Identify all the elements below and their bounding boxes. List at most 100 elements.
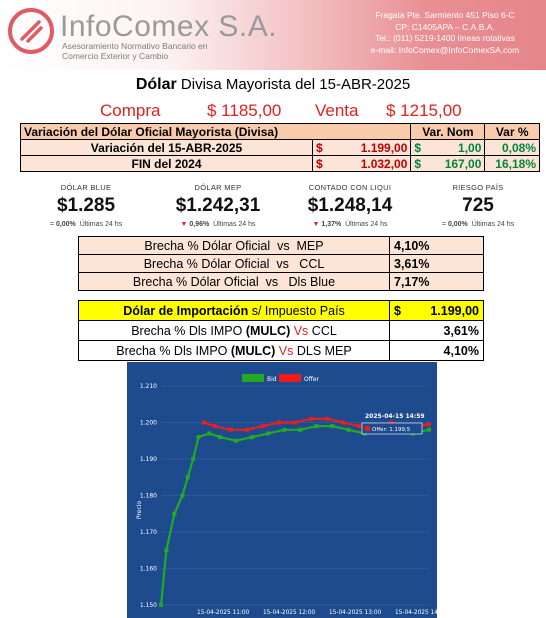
- card-riesgo-pais[interactable]: RIESGO PAÍS 725 = 0,00% Últimas 24 hs: [416, 178, 540, 232]
- y-tick-label: 1.200: [140, 420, 157, 427]
- row-amount: 1.032,00: [360, 156, 408, 171]
- chart-tooltip: 2025-04-15 14:59 Offer: 1.199,5: [361, 413, 425, 435]
- row-label: Variación del 15-ABR-2025: [20, 139, 313, 156]
- card-dolar-mep[interactable]: DÓLAR MEP $1.242,31 ▼ 0,96% Últimas 24 h…: [152, 178, 284, 232]
- brecha-value: 7,17%: [389, 272, 484, 291]
- row-currency: $: [316, 140, 323, 155]
- data-point-bid: [330, 424, 335, 429]
- impo-vs: Vs: [275, 343, 294, 358]
- card-change-pct: 0,00%: [447, 221, 468, 228]
- card-change-pct: 1,37%: [321, 221, 342, 228]
- brecha-label: Brecha % Dólar Oficial vs Dls Blue: [78, 272, 390, 291]
- y-tick-label: 1.160: [140, 566, 157, 573]
- row-pct: 16,18%: [484, 155, 540, 172]
- data-point-bid: [159, 603, 163, 607]
- equals-icon: =: [49, 221, 54, 228]
- row-nom: $1,00: [410, 139, 486, 156]
- data-point-offer: [244, 427, 249, 432]
- brand-name: InfoComex S.A.: [60, 10, 278, 43]
- impo-brecha-label: Brecha % Dls IMPO (MULC) Vs CCL: [78, 320, 390, 341]
- row-nom-currency: $: [414, 156, 422, 171]
- impo-pre: Brecha % Dls IMPO: [131, 323, 246, 338]
- card-label: DÓLAR MEP: [194, 183, 242, 192]
- tooltip-swatch: [365, 426, 370, 431]
- y-tick-label: 1.180: [140, 493, 157, 500]
- col-var-pct: Var %: [484, 123, 540, 140]
- data-point-offer: [201, 420, 206, 425]
- y-tick-label: 1.150: [140, 602, 157, 609]
- card-label: RIESGO PAÍS: [452, 183, 504, 192]
- y-tick-label: 1.210: [140, 383, 157, 390]
- importacion-label: Dólar de Importación s/ Impuesto País: [78, 300, 390, 321]
- data-point-offer: [325, 416, 330, 421]
- row-value: $1.199,00: [311, 139, 412, 156]
- card-value: $1.285: [56, 195, 116, 216]
- data-point-bid: [180, 493, 185, 498]
- chart-legend: Bid Offer: [242, 374, 320, 383]
- card-contado-con-liqui[interactable]: CONTADO CON LIQUI $1.248,14 ▼ 1,37% Últi…: [284, 178, 416, 232]
- data-point-offer: [309, 416, 314, 421]
- row-nom-amount: 1,00: [458, 140, 482, 155]
- variation-header: Variación del Dólar Oficial Mayorista (D…: [19, 123, 412, 140]
- contact-postcode: CP: C1405APA – C.A.B.A.: [395, 21, 495, 32]
- bid-offer-chart[interactable]: 1.150 1.160 1.170 1.180 1.190 1.200 1.210 15-0…: [127, 362, 437, 618]
- table-row: Dólar de Importación s/ Impuesto País $1…: [78, 300, 484, 321]
- y-tick-label: 1.170: [140, 529, 157, 536]
- data-point-bid: [234, 438, 239, 443]
- brecha-value: 4,10%: [389, 236, 484, 255]
- data-point-bid: [172, 511, 177, 516]
- col-var-nom: Var. Nom: [410, 123, 486, 140]
- data-point-bid: [314, 424, 319, 429]
- venta-value: $ 1215,00: [386, 101, 462, 120]
- tagline-line-1: Asesoramiento Normativo Bancario en: [62, 41, 208, 51]
- impo-brecha-value: 3,61%: [389, 320, 484, 341]
- card-value: $1.242,31: [175, 195, 261, 216]
- card-period: Últimas 24 hs: [79, 221, 123, 228]
- data-point-bid: [427, 427, 431, 432]
- arrow-down-icon: ▼: [180, 221, 188, 228]
- x-tick-label: 15-04-2025 14:00: [395, 610, 437, 616]
- data-point-offer: [276, 420, 281, 425]
- brand-tagline: Asesoramiento Normativo Bancario en Come…: [62, 41, 242, 61]
- row-currency: $: [316, 156, 323, 171]
- importacion-amount: 1.199,00: [430, 303, 479, 318]
- brecha-label: Brecha % Dólar Oficial vs MEP: [78, 236, 390, 255]
- page-title: Dólar Divisa Mayorista del 15-ABR-2025: [0, 76, 546, 94]
- data-point-offer: [389, 420, 394, 425]
- table-row: Brecha % Dls IMPO (MULC) Vs DLS MEP 4,10…: [78, 340, 484, 361]
- data-point-bid: [298, 427, 303, 432]
- data-point-offer: [341, 420, 346, 425]
- legend-offer-swatch[interactable]: [279, 374, 301, 382]
- arrow-down-icon: ▼: [312, 221, 320, 228]
- x-tick-label: 15-04-2025 11:00: [197, 610, 250, 616]
- contact-email[interactable]: e-mail: InfoComex@InfoComexSA.com: [370, 44, 520, 55]
- table-row: Brecha % Dólar Oficial vs MEP 4,10%: [78, 236, 484, 255]
- card-dolar-blue[interactable]: DÓLAR BLUE $1.285 = 0,00% Últimas 24 hs: [20, 178, 152, 232]
- card-value: $1.248,14: [307, 195, 393, 216]
- card-label: DÓLAR BLUE: [60, 183, 112, 192]
- data-point-bid: [346, 427, 351, 432]
- brecha-value: 3,61%: [389, 254, 484, 273]
- impo-bold: (MULC): [245, 323, 291, 338]
- compra-value: $ 1185,00: [207, 101, 282, 120]
- table-row: Brecha % Dls IMPO (MULC) Vs CCL 3,61%: [78, 320, 484, 341]
- card-change-pct: 0,00%: [55, 221, 76, 228]
- data-point-offer: [212, 424, 217, 429]
- row-nom-amount: 167,00: [444, 156, 482, 171]
- importacion-value: $1.199,00: [389, 300, 484, 321]
- card-period: Últimas 24 hs: [345, 221, 388, 228]
- legend-bid-swatch[interactable]: [242, 374, 264, 382]
- contact-address: Fragata Pte. Sarmiento 451 Piso 6-C: [375, 10, 515, 20]
- card-value: 725: [462, 195, 494, 216]
- table-row: Brecha % Dólar Oficial vs Dls Blue 7,17%: [78, 272, 484, 291]
- tooltip-value: Offer: 1.199,5: [372, 427, 411, 433]
- row-nom: $167,00: [410, 155, 486, 172]
- title-rest: Divisa Mayorista del 15-ABR-2025: [176, 76, 411, 93]
- legend-offer-label: Offer: [304, 376, 320, 383]
- variation-table: Variación del Dólar Oficial Mayorista (D…: [19, 123, 540, 172]
- data-point-bid: [196, 435, 201, 440]
- data-point-bid: [207, 431, 212, 436]
- impo-brecha-label: Brecha % Dls IMPO (MULC) Vs DLS MEP: [78, 340, 390, 361]
- brecha-label: Brecha % Dólar Oficial vs CCL: [78, 254, 390, 273]
- venta-label: Venta: [315, 101, 359, 120]
